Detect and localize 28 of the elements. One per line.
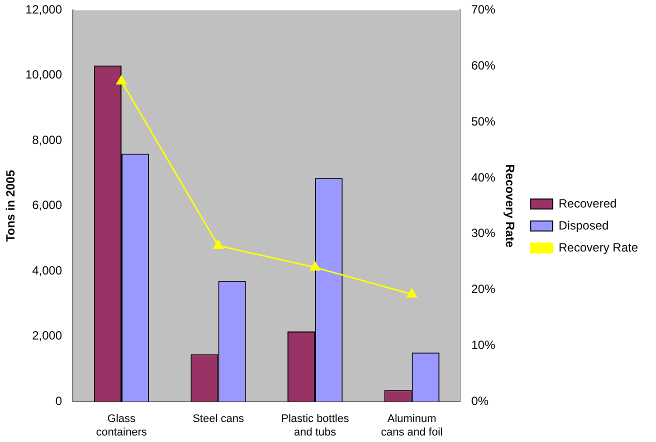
y-tick-label: 2,000 [32,328,62,343]
y2-tick-label: 60% [471,58,496,72]
point [116,75,127,84]
x-tick-label: Aluminum cans and foil [380,413,443,438]
y-tick-label: 12,000 [25,2,62,17]
y-tick-label: 8,000 [32,132,62,147]
point [213,240,224,249]
y-tick-label: 4,000 [32,263,62,278]
y2-tick-label: 0% [471,394,489,408]
x-tick-label: Steel cans [192,413,244,426]
y2-tick-label: 40% [471,170,496,184]
y2-tick-label: 50% [471,114,496,128]
y-tick-label: 10,000 [25,68,62,82]
x-tick-label: Plastic bottles and tubs [281,413,350,438]
y2-tick-label: 70% [471,2,496,17]
point [406,288,417,298]
y-tick-label: 0 [55,394,62,408]
y2-tick-label: 30% [471,226,496,240]
y-tick-label: 6,000 [32,198,62,212]
y-axis-title: Tons in 2005 [4,170,18,242]
legend-label: Disposed [558,218,609,232]
legend-label: Recovery Rate [558,240,638,254]
point [310,262,320,271]
y2-tick-label: 10% [471,338,496,352]
y2-tick-label: 20% [471,282,496,296]
x-tick-label: Glass containers [96,413,148,438]
legend-label: Recovered [558,196,617,210]
y2-axis-title: Recovery Rate [503,164,518,248]
